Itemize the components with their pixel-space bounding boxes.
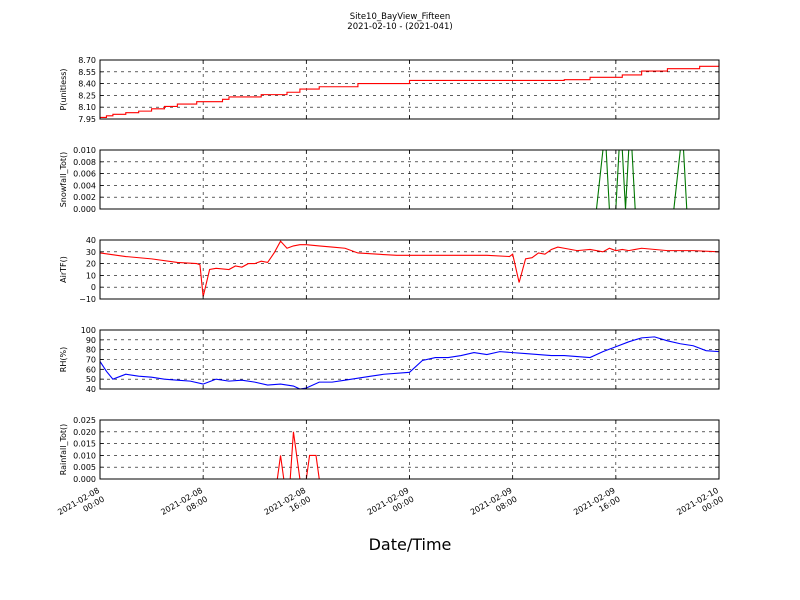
y-tick-label: 0.002 <box>73 193 96 202</box>
y-tick-label: 40 <box>86 236 96 245</box>
y-tick-label: −10 <box>79 295 96 304</box>
y-tick-label: 70 <box>86 356 96 365</box>
y-tick-label: 50 <box>86 375 96 384</box>
y-tick-label: 80 <box>86 346 96 355</box>
panel-2: 0.000 0.002 0.004 0.006 0.008 0.010 Snowfall_T… <box>59 146 720 214</box>
y-tick-label: 0.010 <box>73 451 96 460</box>
y-tick-label: 90 <box>86 336 96 345</box>
y-tick-label: 7.95 <box>78 115 96 124</box>
y-tick-label: 8.55 <box>78 68 96 77</box>
y-tick-label: 0 <box>91 283 96 292</box>
y-tick-label: 100 <box>81 326 96 335</box>
y-axis-label: AirTF() <box>59 256 68 283</box>
series-line <box>99 240 720 297</box>
y-tick-label: 8.40 <box>78 80 96 89</box>
y-tick-label: 30 <box>86 248 96 257</box>
series-line <box>99 336 720 390</box>
y-axis-label: P(unitless) <box>59 68 68 110</box>
panel-3: −10 0 10 20 30 40 AirTF() <box>59 236 720 304</box>
panel-grid <box>99 329 720 390</box>
y-tick-label: 20 <box>86 260 96 269</box>
chart-panels: 7.95 8.10 8.25 8.40 8.55 8.70 P(unitless) 0.000… <box>59 56 720 484</box>
y-tick-label: 40 <box>86 385 96 394</box>
y-tick-label: 0.025 <box>73 416 96 425</box>
y-tick-label: 0.000 <box>73 205 96 214</box>
chart-subtitle: 2021-02-10 - (2021-041) <box>347 22 452 32</box>
y-tick-label: 8.10 <box>78 103 96 112</box>
y-tick-label: 8.70 <box>78 56 96 65</box>
panel-grid <box>99 59 720 120</box>
series-line <box>100 63 720 118</box>
y-axis-label: Snowfall_Tot() <box>59 152 68 208</box>
panel-grid <box>99 239 720 300</box>
panel-5: 0.000 0.005 0.010 0.015 0.020 0.025 Rainfall_T… <box>59 416 720 484</box>
panel-grid <box>99 419 720 480</box>
y-tick-label: 0.000 <box>73 475 96 484</box>
y-axis-label: RH(%) <box>59 347 68 372</box>
y-tick-label: 10 <box>86 271 96 280</box>
panel-1: 7.95 8.10 8.25 8.40 8.55 8.70 P(unitless) <box>59 56 720 124</box>
y-tick-label: 0.010 <box>73 146 96 155</box>
y-tick-label: 0.006 <box>73 170 96 179</box>
y-tick-label: 0.015 <box>73 440 96 449</box>
y-tick-label: 0.004 <box>73 181 96 190</box>
y-tick-label: 0.008 <box>73 158 96 167</box>
chart-title: Site10_BayView_Fifteen <box>350 12 451 22</box>
x-axis-label: Date/Time <box>369 535 452 554</box>
y-tick-label: 60 <box>86 365 96 374</box>
y-tick-label: 0.005 <box>73 463 96 472</box>
y-tick-label: 8.25 <box>78 91 96 100</box>
y-axis-label: Rainfall_Tot() <box>59 424 68 476</box>
y-tick-label: 0.020 <box>73 428 96 437</box>
